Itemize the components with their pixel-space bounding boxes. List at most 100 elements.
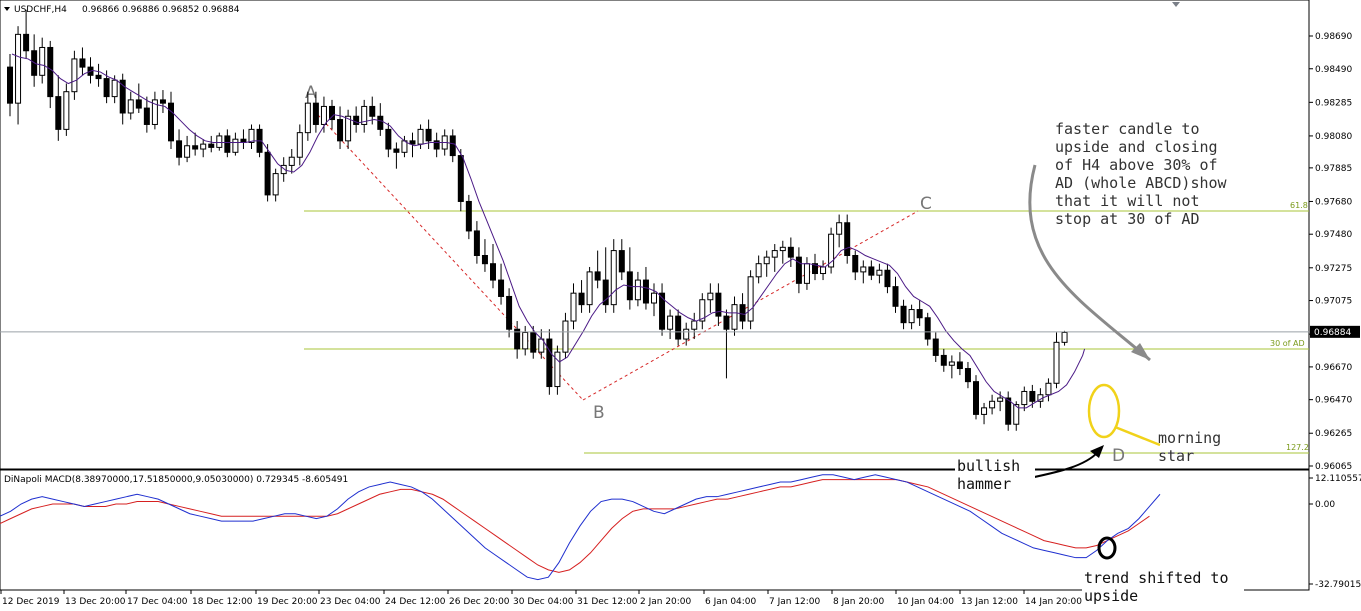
candle-body (417, 128, 424, 145)
candle-body (892, 286, 899, 307)
point-c-label: C (920, 194, 932, 214)
fib-618-label: 61.8 (1290, 201, 1308, 210)
symbol-label: USDCHF,H4 (14, 5, 67, 15)
candle-body (465, 200, 472, 232)
candle-body (771, 250, 778, 258)
time-tick-label: 8 Jan 20:00 (833, 597, 885, 607)
macd-line (0, 474, 1161, 581)
candle-body (506, 295, 513, 330)
candle-body (642, 279, 649, 304)
moving-average-line (11, 53, 1086, 409)
faster-candle-note: that it will not (1055, 192, 1200, 210)
candle-body (715, 292, 722, 317)
candle-body (433, 140, 440, 150)
candle-body (329, 105, 335, 121)
price-tick-label: 0.96670 (1315, 363, 1352, 373)
macd-lines (0, 474, 1161, 581)
time-axis: 12 Dec 2019 13 Dec 20:00 17 Dec 04:00 18 De… (0, 590, 1082, 607)
candle-body (634, 279, 641, 301)
price-tick-label: 0.98080 (1315, 132, 1352, 142)
candle-body (337, 119, 344, 142)
signal-line (0, 479, 1150, 573)
candle-body (184, 145, 191, 158)
candle-body (490, 263, 496, 281)
candle-body (127, 99, 134, 114)
candle-body (1053, 341, 1060, 384)
price-tick-label: 0.97680 (1315, 197, 1352, 207)
candle-body (224, 135, 231, 153)
macd-tick-label: -32.79015 (1315, 580, 1361, 590)
candle-body (369, 105, 376, 117)
candle-body (143, 107, 150, 125)
candle-body (280, 164, 287, 175)
candle-body (345, 115, 352, 142)
trend-shift-note: trend shifted to (1084, 569, 1229, 587)
time-tick-label: 13 Jan 12:00 (961, 597, 1018, 607)
candle-body (860, 266, 867, 273)
candle-body (876, 269, 883, 276)
candle-body (578, 292, 585, 306)
dropdown-triangle-icon[interactable] (4, 7, 10, 11)
morning-star-pointer (1114, 425, 1161, 447)
price-tick-label: 0.98285 (1315, 98, 1352, 108)
price-tick-label: 0.96470 (1315, 396, 1352, 406)
candle-body (449, 135, 456, 157)
candle-body (908, 309, 915, 324)
candle-body (71, 58, 78, 93)
candle-body (868, 266, 875, 276)
candle-body (264, 151, 271, 196)
candle-body (562, 320, 569, 353)
candle-body (618, 250, 625, 273)
candle-body (1061, 331, 1068, 343)
shift-marker-icon[interactable] (1172, 2, 1180, 7)
time-tick-label: 2 Jan 20:00 (640, 597, 692, 607)
candle-body (932, 338, 939, 356)
time-tick-label: 10 Jan 04:00 (897, 597, 954, 607)
candle-body (667, 315, 674, 330)
candle-body (779, 246, 786, 252)
candle-body (1021, 390, 1028, 406)
candle-body (393, 148, 400, 153)
time-tick-label: 26 Dec 20:00 (449, 597, 510, 607)
candle-body (95, 74, 102, 80)
candle-body (554, 351, 561, 388)
candle-body (956, 361, 963, 370)
candle-body (79, 58, 86, 68)
candle-body (916, 309, 923, 319)
candle-body (312, 102, 319, 125)
candle-body (997, 397, 1004, 402)
ab-leg[interactable] (317, 114, 584, 401)
faster-candle-note: upside and closing (1055, 138, 1218, 156)
candle-body (232, 138, 239, 153)
macd-tick-label: 12.110557 (1315, 474, 1361, 484)
candle-body (964, 368, 971, 383)
candle-body (200, 143, 207, 150)
candle-body (610, 250, 617, 306)
candle-body (168, 102, 174, 142)
macd-header: DiNapoli MACD(8.38970000,17.51850000,9.0… (4, 475, 348, 485)
current-price-tag (1310, 325, 1360, 338)
ohlc-readout: 0.96866 0.96886 0.96852 0.96884 (82, 5, 240, 15)
candle-body (304, 102, 311, 134)
macd-cross-circle (1097, 536, 1117, 560)
candle-body (498, 279, 505, 297)
current-price-label: 0.96884 (1314, 328, 1351, 338)
time-tick-label: 14 Jan 20:00 (1025, 597, 1082, 607)
candle-body (208, 143, 215, 148)
candle-body (852, 255, 859, 273)
ma-polyline (11, 53, 1086, 409)
candle-body (514, 328, 521, 350)
candle-body (989, 400, 996, 409)
candle-body (361, 105, 368, 125)
candle-body (940, 354, 947, 366)
candle-body (272, 173, 279, 196)
candle-body (522, 331, 529, 350)
candle-body (425, 128, 432, 142)
hammer-arrowhead-icon (1090, 445, 1104, 458)
candle-body (675, 315, 682, 340)
candle-body (924, 317, 931, 340)
hammer-label-bg (955, 458, 1035, 492)
trend-shift-note: upside (1084, 587, 1138, 605)
candle-body (602, 279, 609, 306)
